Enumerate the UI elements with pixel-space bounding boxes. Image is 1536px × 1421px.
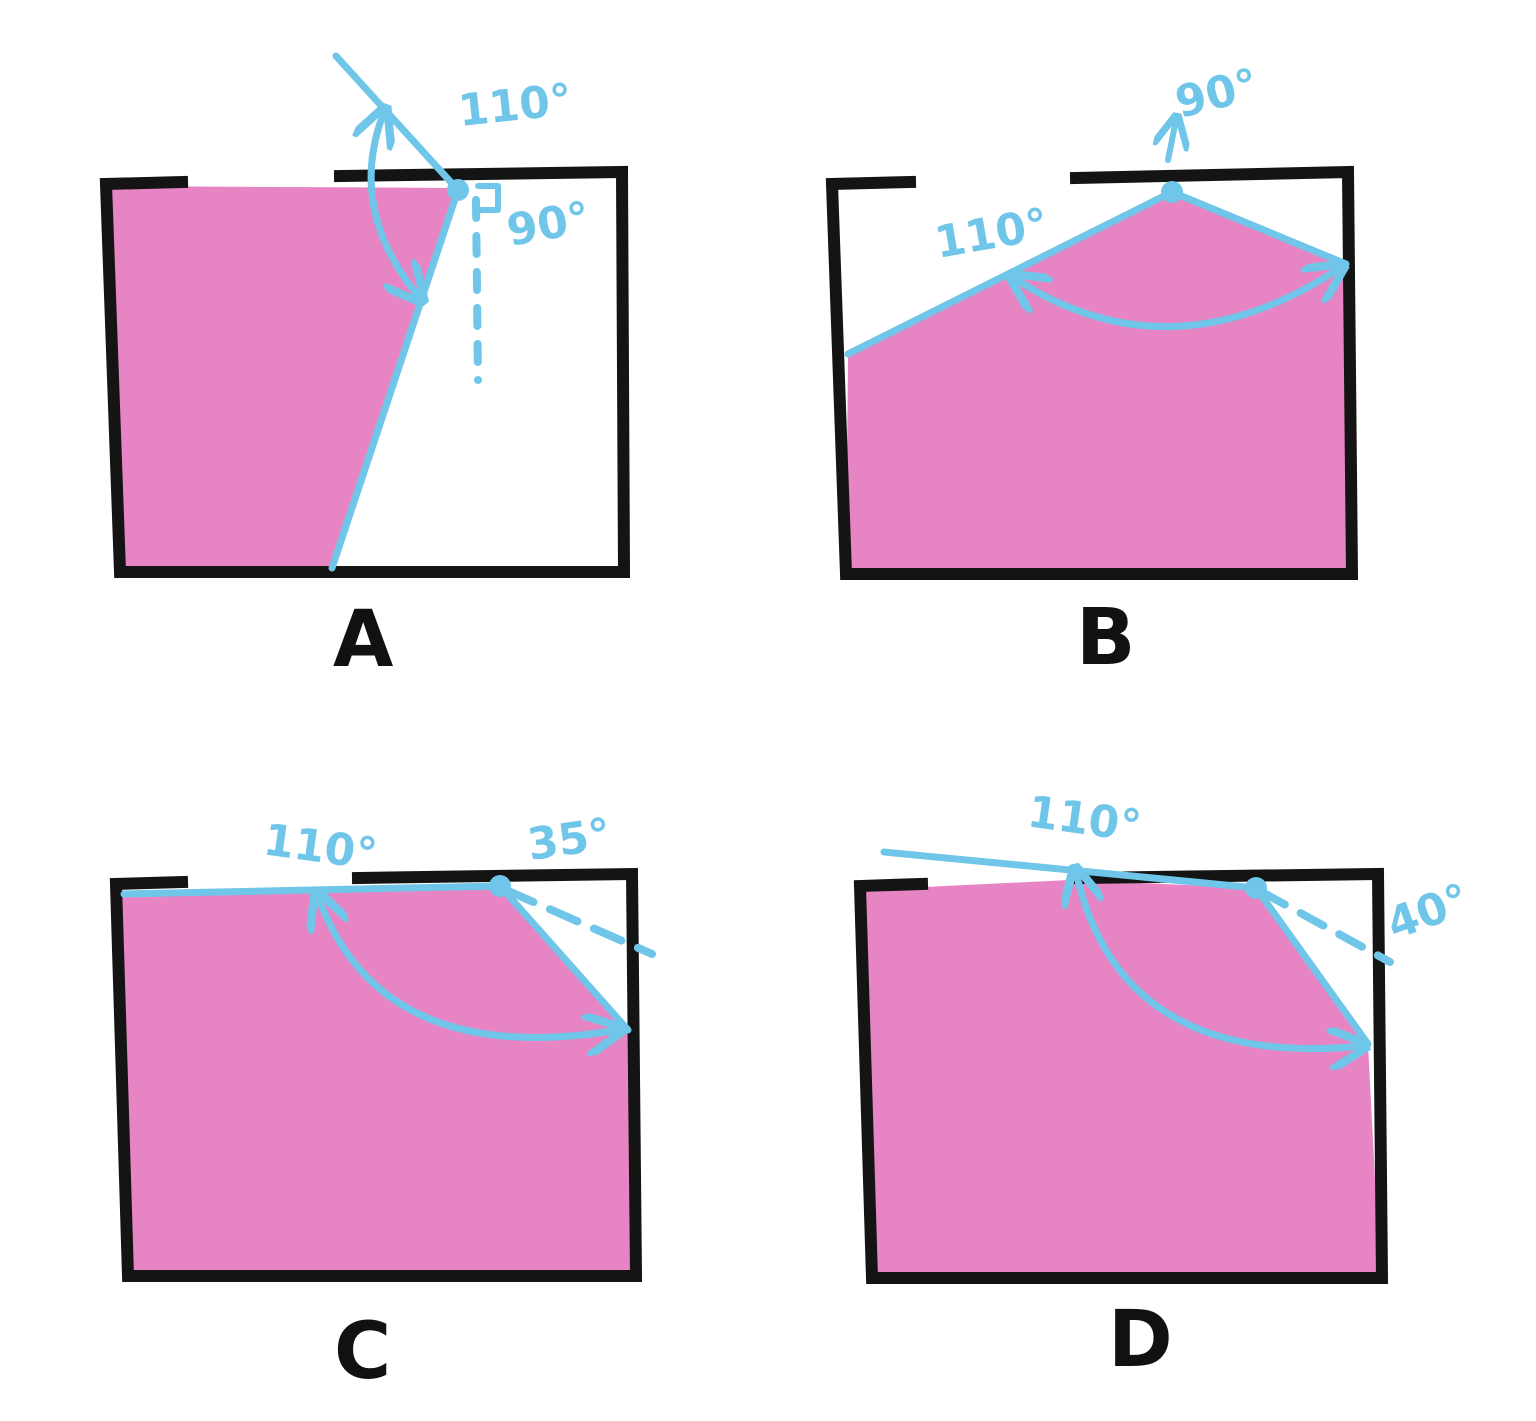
panel-b-angle-90: 90° (1170, 59, 1263, 129)
panel-a-label: A (333, 595, 393, 685)
panel-a-normal-dashed (476, 200, 478, 380)
panel-a-angle-90: 90° (503, 192, 594, 257)
panel-b-liquid (846, 192, 1350, 572)
panel-a-liquid (112, 186, 458, 570)
panel-a: 110° 90° A (106, 56, 624, 685)
panel-c-label: C (334, 1307, 391, 1397)
panel-a-pivot-dot (447, 179, 469, 201)
panel-d-pivot-dot (1245, 877, 1267, 899)
panel-d-angle-110: 110° (1024, 786, 1144, 852)
panel-c-angle-110: 110° (260, 814, 380, 880)
panel-d-angle-40: 40° (1380, 874, 1476, 950)
panel-b-label: B (1076, 593, 1135, 683)
panel-d: 110° 40° D (860, 786, 1476, 1385)
panel-c-pivot-dot (489, 875, 511, 897)
panel-b-pivot-dot (1161, 181, 1183, 203)
panel-d-label: D (1108, 1295, 1173, 1385)
panel-d-liquid (862, 880, 1380, 1276)
panel-c: 110° 35° C (116, 809, 652, 1397)
panel-b: 110° 90° B (832, 59, 1352, 683)
panel-a-angle-110: 110° (456, 74, 575, 137)
panel-b-up-arrow (1168, 120, 1176, 160)
panel-c-liquid (120, 886, 634, 1274)
panel-a-right-angle-mark (478, 186, 498, 210)
panel-c-angle-35: 35° (524, 809, 614, 871)
